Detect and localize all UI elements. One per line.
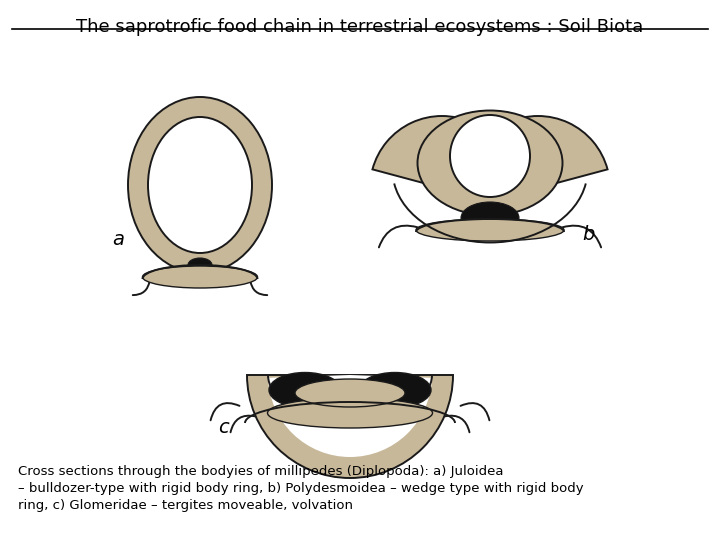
Wedge shape	[268, 375, 432, 457]
Ellipse shape	[450, 115, 530, 197]
Text: – bulldozer-type with rigid body ring, b) Polydesmoidea – wedge type with rigid : – bulldozer-type with rigid body ring, b…	[18, 482, 584, 495]
Ellipse shape	[359, 373, 431, 408]
Ellipse shape	[148, 117, 252, 253]
Ellipse shape	[268, 398, 433, 428]
Wedge shape	[372, 116, 472, 188]
Wedge shape	[508, 116, 608, 188]
Ellipse shape	[128, 97, 272, 273]
Text: ring, c) Glomeridae – tergites moveable, volvation: ring, c) Glomeridae – tergites moveable,…	[18, 499, 353, 512]
Ellipse shape	[269, 373, 341, 408]
Text: b: b	[582, 225, 595, 244]
Text: c: c	[218, 418, 229, 437]
Wedge shape	[247, 375, 453, 478]
Ellipse shape	[418, 111, 562, 215]
Ellipse shape	[461, 202, 519, 234]
Text: Cross sections through the bodyies of millipedes (Diplopoda): a) Juloidea: Cross sections through the bodyies of mi…	[18, 465, 503, 478]
Ellipse shape	[143, 266, 258, 288]
Ellipse shape	[416, 219, 564, 241]
Ellipse shape	[188, 258, 212, 272]
Text: The saprotrofic food chain in terrestrial ecosystems : Soil Biota: The saprotrofic food chain in terrestria…	[76, 18, 644, 36]
Text: a: a	[112, 230, 124, 249]
Ellipse shape	[295, 379, 405, 407]
